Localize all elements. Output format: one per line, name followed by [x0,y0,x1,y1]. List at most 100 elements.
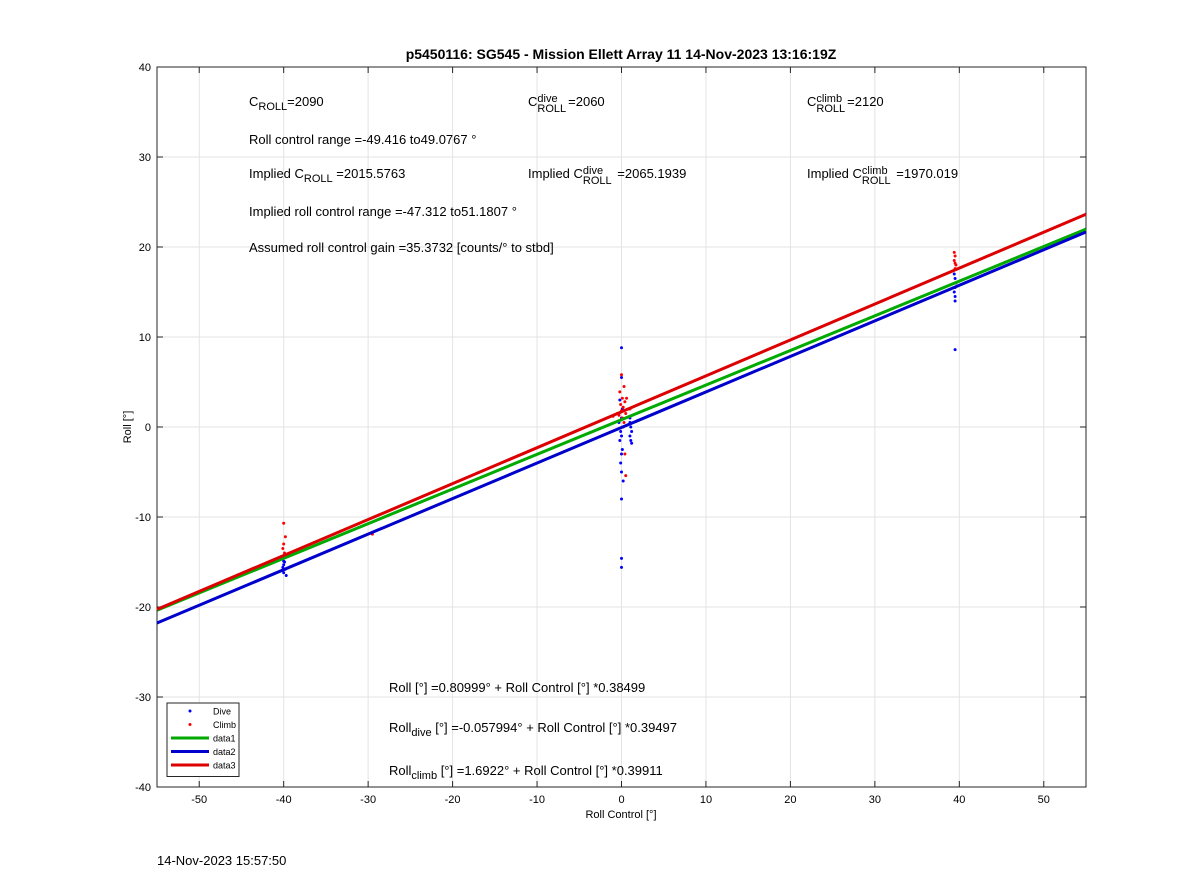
x-tick-label: -20 [445,794,461,806]
dive-point [620,448,624,451]
dive-point [952,290,956,294]
axis-ticks: -50 -40 -30 -20 -10 0 10 20 30 40 50 -40 -30 -20 -10 0 1… [135,62,1086,806]
series-climb-points [281,250,958,555]
dive-point [619,461,623,465]
chart-title: p5450116: SG545 - Mission Ellett Array 1… [406,46,837,62]
y-tick-label: -10 [135,512,151,524]
dive-point [284,574,288,577]
climb-point [282,542,286,546]
climb-point [618,390,622,394]
legend-label: data2 [213,747,236,757]
dive-point [620,565,623,569]
x-axis-label: Roll Control [°] [585,809,656,821]
legend: Dive Climb data1 data2 data3 [166,702,240,777]
fit-equation-climb: Rollclimb [°] =1.6922° + Roll Control [°… [389,763,663,782]
y-tick-label: -40 [135,782,151,794]
series-data1-line [156,227,1087,612]
climb-point [952,259,956,262]
dive-point [620,346,623,350]
climb-point [620,373,623,377]
x-tick-label: 50 [1038,794,1050,806]
dive-point [953,295,957,298]
y-tick-label: 20 [139,242,151,254]
climb-point [620,396,624,400]
legend-marker-climb [188,723,192,726]
climb-point [954,263,958,267]
climb-point [623,400,627,404]
dive-point [629,425,633,429]
legend-label: data1 [213,734,236,744]
dive-point [630,430,634,433]
series-data3-line [156,212,1087,611]
x-tick-label: -50 [191,794,207,806]
x-tick-label: -40 [276,794,292,806]
dive-point [953,299,957,303]
climb-point [281,547,285,550]
dive-point [628,434,632,438]
print-timestamp: 14-Nov-2023 15:57:50 [157,853,287,868]
dive-point [620,470,623,474]
climb-point [619,403,623,406]
climb-point [622,421,626,424]
plot-series [156,212,1087,625]
dive-point [952,272,956,276]
legend-label: Climb [213,720,236,730]
y-tick-label: -30 [135,692,151,704]
dive-point [620,452,623,456]
dive-point [620,497,623,501]
climb-point [624,474,628,478]
climb-point [621,405,625,409]
dive-point [953,348,957,352]
legend-marker-dive [188,709,192,713]
x-tick-label: 20 [784,794,796,806]
y-tick-label: 0 [145,422,151,434]
x-tick-label: -30 [360,794,376,806]
legend-label: data3 [213,761,236,771]
climb-point [625,396,629,400]
implied-roll-control-range: Implied roll control range =-47.312 to51… [249,204,517,219]
dive-point [621,479,625,483]
legend-label: Dive [213,707,231,717]
x-tick-label: -10 [529,794,545,806]
climb-point [624,412,628,415]
dive-point [629,439,633,442]
dive-point [620,556,623,560]
dive-point [282,571,286,575]
climb-point [953,254,957,258]
dive-point [620,434,623,438]
y-tick-label: 10 [139,332,151,344]
climb-point [952,250,956,254]
x-tick-label: 0 [618,794,624,806]
dive-point [618,398,622,402]
x-tick-label: 10 [700,794,712,806]
dive-point [620,376,623,379]
c-roll-annotation: CROLL=2090 [249,94,324,113]
dive-point [618,439,622,442]
climb-point [623,452,627,456]
y-tick-label: 30 [139,152,151,164]
implied-c-roll: Implied CROLL =2015.5763 [249,166,406,185]
roll-control-range: Roll control range =-49.416 to49.0767 ° [249,132,477,147]
climb-point [282,521,286,525]
climb-point [283,535,287,539]
fit-equation-all: Roll [°] =0.80999° + Roll Control [°] *0… [389,680,646,695]
dive-point [282,563,286,567]
y-tick-label: -20 [135,602,151,614]
dive-point [619,430,623,433]
y-tick-label: 40 [139,62,151,74]
climb-point [622,385,626,388]
series-dive-points [281,268,958,577]
dive-point [953,277,957,280]
y-axis-label: Roll [°] [122,411,134,444]
roll-control-gain: Assumed roll control gain =35.3732 [coun… [249,240,554,255]
fit-equation-dive: Rolldive [°] =-0.057994° + Roll Control … [389,720,678,739]
series-data2-line [156,230,1087,625]
x-tick-label: 30 [869,794,881,806]
x-tick-label: 40 [953,794,965,806]
dive-point [630,441,634,445]
